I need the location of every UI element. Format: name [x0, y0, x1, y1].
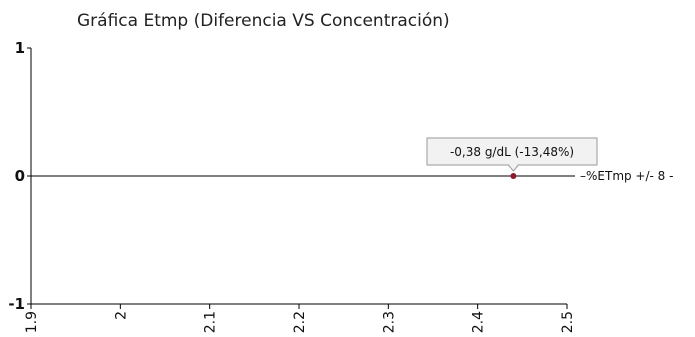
tooltip-box	[426, 137, 598, 166]
x-tick-label: 2.5	[560, 311, 576, 333]
x-tick-label: 2.1	[203, 311, 219, 333]
x-axis: 1.9 2 2.1 2.2 2.3 2.4 2.5	[24, 303, 576, 333]
plot-area: -0,38 g/dL (-13,48%)	[31, 137, 598, 179]
x-tick-label: 2	[113, 311, 129, 320]
x-tick-label: 2.3	[381, 311, 397, 333]
x-tick-label: 1.9	[24, 311, 40, 333]
data-label-tooltip: -0,38 g/dL (-13,48%)	[426, 137, 598, 172]
x-tick-label: 2.2	[292, 311, 308, 333]
y-axis: 1 0 -1	[8, 39, 32, 313]
x-tick-label: 2.4	[471, 311, 487, 333]
y-tick-label: -1	[8, 295, 25, 313]
chart-title: Gráfica Etmp (Diferencia VS Concentració…	[77, 11, 450, 31]
data-point	[510, 173, 517, 179]
y-tick-label: 1	[15, 39, 25, 57]
tooltip-pointer	[508, 164, 519, 172]
y-tick-label: 0	[15, 167, 25, 185]
data-label: -0,38 g/dL (-13,48%)	[450, 145, 574, 159]
legend-entry: –%ETmp +/- 8 -	[580, 169, 673, 183]
